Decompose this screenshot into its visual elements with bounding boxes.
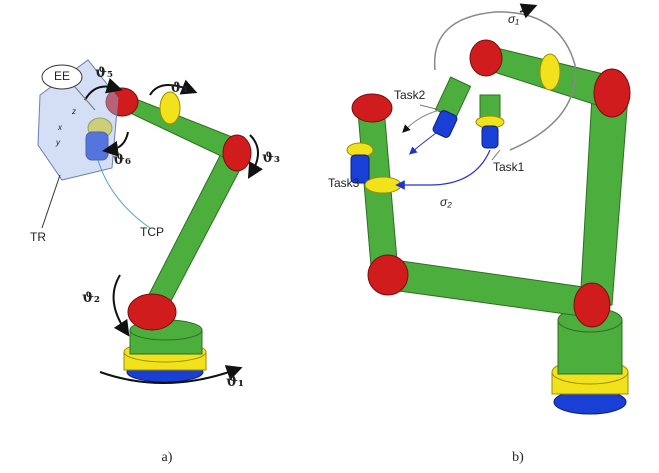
theta-label: ϑ₆ bbox=[113, 152, 131, 168]
task-label: Task2 bbox=[394, 88, 426, 102]
theta-label: ϑ₄ bbox=[170, 80, 188, 96]
axis-label: z bbox=[71, 107, 76, 116]
robot-a bbox=[38, 60, 258, 383]
figure: EE ϑ₅ ϑ₄ ϑ₃ ϑ₆ TCP TR ϑ₂ ϑ₁ z x y a) bbox=[0, 0, 659, 473]
theta-label: ϑ₅ bbox=[95, 65, 113, 81]
tr-label: TR bbox=[30, 230, 46, 244]
caption: b) bbox=[512, 450, 524, 465]
task-label: Task1 bbox=[493, 160, 525, 174]
task-label: Task3 bbox=[328, 176, 360, 190]
ee-label: EE bbox=[54, 69, 70, 83]
sigma-label: σ₂ bbox=[440, 195, 452, 209]
tcp-label: TCP bbox=[140, 225, 164, 239]
sigma-label: σ₁ bbox=[508, 12, 519, 26]
caption: a) bbox=[162, 450, 173, 465]
theta-label: ϑ₂ bbox=[82, 290, 100, 306]
robot-b bbox=[347, 8, 630, 414]
theta-label: ϑ₃ bbox=[262, 150, 280, 166]
theta-label: ϑ₁ bbox=[226, 374, 244, 390]
